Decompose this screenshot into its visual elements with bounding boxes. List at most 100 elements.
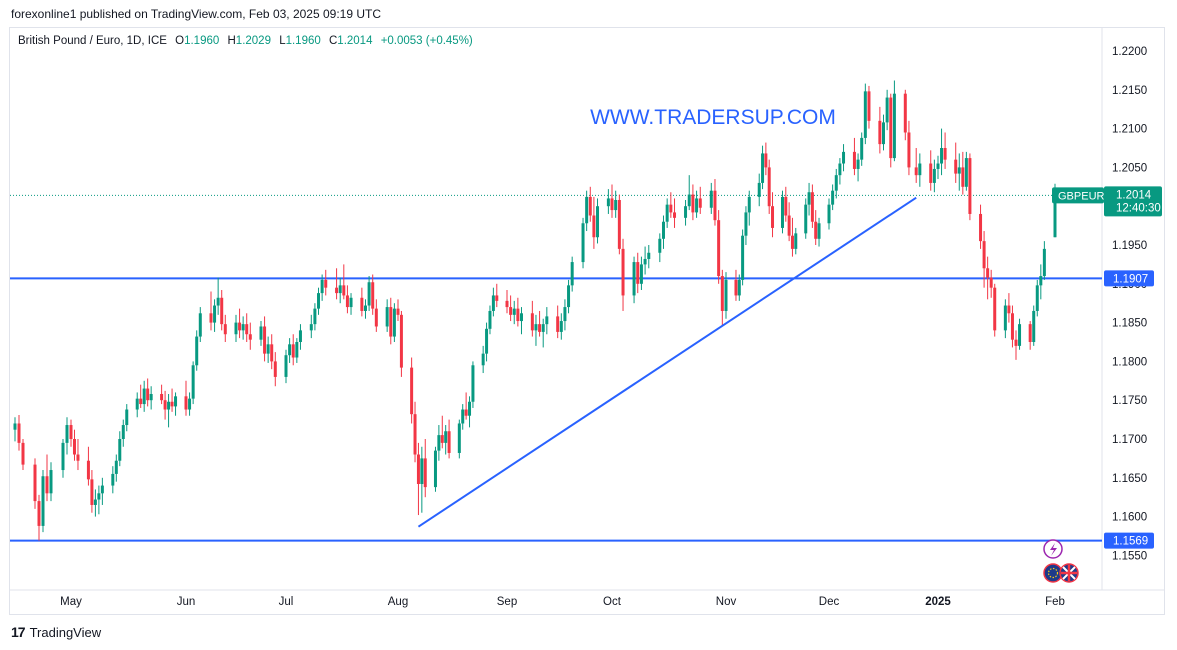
candle-2024-04-22[interactable]: [33, 458, 37, 509]
candle-2024-08-06[interactable]: [413, 401, 417, 463]
candle-2024-08-22[interactable]: [468, 396, 472, 428]
candle-2024-06-05[interactable]: [191, 361, 195, 405]
candle-2024-11-25[interactable]: [804, 198, 808, 239]
candle-2024-09-13[interactable]: [545, 307, 549, 335]
candle-2025-01-15[interactable]: [986, 256, 990, 300]
candle-2024-07-30[interactable]: [389, 297, 393, 345]
candle-2024-06-07[interactable]: [198, 307, 202, 342]
candle-2024-07-23[interactable]: [363, 299, 367, 319]
candle-2024-11-08[interactable]: [747, 190, 751, 226]
candle-2024-12-27[interactable]: [918, 153, 922, 187]
candle-2024-10-04[interactable]: [621, 238, 625, 311]
candle-2024-12-19[interactable]: [889, 93, 893, 168]
candle-2024-07-03[interactable]: [291, 334, 295, 366]
candle-2024-06-18[interactable]: [238, 308, 242, 339]
candle-2024-09-04[interactable]: [512, 300, 516, 325]
candle-2025-01-24[interactable]: [1018, 318, 1022, 350]
candle-2024-08-23[interactable]: [471, 361, 475, 408]
candle-2025-01-22[interactable]: [1010, 305, 1014, 348]
candle-2024-08-05[interactable]: [410, 357, 414, 424]
candle-2024-07-24[interactable]: [367, 276, 371, 311]
candle-2024-07-17[interactable]: [342, 264, 346, 300]
candle-2024-08-26[interactable]: [481, 345, 485, 374]
candle-2024-12-13[interactable]: [867, 85, 871, 129]
candle-2024-08-01[interactable]: [396, 299, 400, 322]
candle-2024-11-12[interactable]: [761, 145, 765, 190]
candle-2024-11-29[interactable]: [817, 217, 821, 247]
candle-2024-08-13[interactable]: [437, 425, 441, 461]
candle-2024-05-27[interactable]: [160, 384, 164, 405]
candle-2024-07-25[interactable]: [371, 274, 375, 315]
candle-2024-10-09[interactable]: [639, 256, 643, 291]
candle-2025-01-02[interactable]: [940, 128, 944, 176]
candle-2024-10-02[interactable]: [614, 190, 618, 218]
candle-2024-05-21[interactable]: [139, 384, 143, 408]
candle-2024-12-02[interactable]: [827, 198, 831, 230]
candle-2024-06-19[interactable]: [241, 316, 245, 340]
candle-2024-07-15[interactable]: [335, 268, 339, 300]
footer-brand[interactable]: 17 TradingView: [11, 624, 101, 640]
candle-2024-08-09[interactable]: [423, 439, 427, 498]
candle-2024-07-01[interactable]: [284, 349, 288, 384]
candle-2024-05-20[interactable]: [135, 392, 139, 418]
candle-2024-10-11[interactable]: [647, 245, 651, 269]
candle-2024-07-10[interactable]: [317, 287, 321, 315]
candle-2024-04-18[interactable]: [17, 414, 21, 451]
candle-2024-10-29[interactable]: [713, 179, 717, 226]
candle-2024-12-06[interactable]: [842, 144, 846, 172]
candle-2024-08-28[interactable]: [488, 305, 492, 335]
candle-2024-06-26[interactable]: [266, 336, 270, 363]
candle-2024-10-17[interactable]: [669, 192, 673, 218]
candle-2024-11-05[interactable]: [737, 274, 741, 301]
candle-2024-11-14[interactable]: [767, 159, 771, 214]
candle-2024-04-23[interactable]: [37, 494, 41, 541]
candle-2024-07-12[interactable]: [324, 269, 328, 296]
candle-2024-11-28[interactable]: [814, 210, 818, 245]
candle-2024-11-06[interactable]: [741, 229, 745, 286]
candle-2024-12-16[interactable]: [878, 106, 882, 154]
candle-2025-01-23[interactable]: [1014, 330, 1018, 360]
candle-2024-09-19[interactable]: [567, 279, 571, 314]
candle-2024-07-19[interactable]: [349, 293, 353, 315]
candle-2024-08-19[interactable]: [457, 419, 461, 459]
candle-2024-09-18[interactable]: [563, 299, 567, 331]
candle-2025-01-31[interactable]: [1042, 241, 1046, 280]
candle-2024-06-14[interactable]: [223, 314, 227, 342]
candle-2024-12-04[interactable]: [834, 168, 838, 199]
candle-2024-12-09[interactable]: [852, 137, 856, 176]
candle-2024-08-14[interactable]: [440, 415, 444, 449]
candle-2025-01-13[interactable]: [979, 204, 983, 249]
candle-2024-06-11[interactable]: [213, 299, 217, 332]
candle-2024-10-23[interactable]: [691, 184, 695, 221]
candle-2024-05-23[interactable]: [146, 378, 150, 407]
candle-2024-08-20[interactable]: [461, 404, 465, 430]
candle-2024-09-11[interactable]: [538, 310, 542, 337]
candle-2024-12-23[interactable]: [903, 89, 907, 141]
candle-2024-07-18[interactable]: [345, 285, 349, 314]
candle-2024-04-26[interactable]: [49, 462, 53, 502]
candle-2024-04-30[interactable]: [65, 417, 69, 455]
candle-2024-08-16[interactable]: [447, 419, 451, 459]
candle-2024-08-29[interactable]: [491, 287, 495, 317]
candle-2024-05-01[interactable]: [69, 419, 73, 447]
candle-2024-12-10[interactable]: [856, 153, 860, 182]
candle-2025-01-01[interactable]: [936, 155, 940, 180]
candle-2025-01-29[interactable]: [1035, 279, 1039, 317]
candle-2024-11-15[interactable]: [771, 192, 775, 238]
candle-2024-07-02[interactable]: [288, 338, 292, 363]
candle-2024-10-22[interactable]: [687, 175, 691, 211]
candle-2024-04-29[interactable]: [61, 439, 65, 478]
candle-2024-06-20[interactable]: [245, 313, 249, 342]
candle-2024-08-21[interactable]: [464, 392, 468, 420]
candle-2024-10-30[interactable]: [717, 210, 721, 284]
candle-2024-08-08[interactable]: [420, 446, 424, 513]
candle-2025-01-14[interactable]: [982, 231, 986, 288]
candle-2024-07-26[interactable]: [374, 299, 378, 332]
candle-2024-12-24[interactable]: [907, 120, 911, 176]
candle-2024-07-04[interactable]: [295, 338, 299, 363]
candle-2024-11-11[interactable]: [757, 173, 761, 207]
candle-2024-12-03[interactable]: [831, 184, 835, 211]
candle-2024-09-12[interactable]: [541, 318, 545, 348]
candle-2024-12-18[interactable]: [885, 89, 889, 131]
